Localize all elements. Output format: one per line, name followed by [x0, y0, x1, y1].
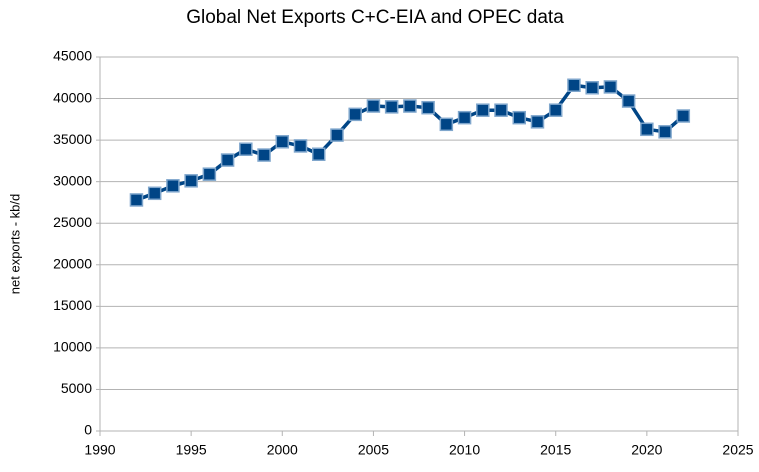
marker	[184, 174, 198, 188]
x-tick-label: 2020	[631, 442, 662, 458]
marker	[421, 100, 435, 115]
marker	[129, 193, 144, 207]
x-tick-label: 2000	[267, 442, 298, 458]
x-tick-label: 2005	[358, 442, 389, 458]
marker	[494, 103, 508, 117]
marker	[147, 186, 162, 201]
x-tick-label: 1990	[84, 442, 115, 458]
marker	[676, 109, 691, 123]
marker	[202, 167, 217, 181]
marker	[257, 148, 271, 162]
marker	[603, 80, 618, 94]
marker	[476, 103, 490, 117]
marker	[311, 147, 326, 161]
y-axis-label: net exports - kb/d	[7, 194, 22, 294]
y-tick-label: 0	[84, 422, 92, 438]
y-tick-label: 35000	[53, 131, 92, 147]
marker	[530, 115, 545, 129]
y-tick-label: 5000	[61, 380, 92, 396]
x-tick-label: 2015	[540, 442, 571, 458]
marker	[166, 179, 180, 193]
y-tick-label: 40000	[53, 89, 92, 105]
marker	[384, 100, 399, 114]
chart-title: Global Net Exports C+C-EIA and OPEC data	[186, 7, 564, 28]
x-tick-label: 1995	[176, 442, 207, 458]
x-tick-label: 2010	[449, 442, 480, 458]
marker	[220, 153, 235, 167]
marker	[275, 135, 290, 149]
y-tick-label: 20000	[53, 255, 92, 271]
marker	[585, 81, 599, 95]
marker	[457, 110, 472, 125]
y-tick-label: 10000	[53, 339, 92, 355]
marker	[239, 142, 253, 157]
y-tick-label: 30000	[53, 172, 92, 188]
y-tick-label: 15000	[53, 297, 92, 313]
y-tick-label: 25000	[53, 214, 92, 230]
marker	[640, 122, 654, 137]
marker	[512, 110, 527, 125]
x-tick-label: 2025	[722, 442, 753, 458]
marker	[548, 103, 563, 117]
marker	[439, 117, 454, 132]
marker	[567, 78, 581, 93]
marker	[658, 125, 672, 139]
marker	[330, 128, 344, 142]
marker	[293, 139, 308, 153]
marker	[621, 94, 636, 108]
y-tick-label: 45000	[53, 48, 92, 64]
marker	[403, 99, 417, 113]
marker	[366, 99, 381, 113]
marker	[348, 107, 362, 122]
